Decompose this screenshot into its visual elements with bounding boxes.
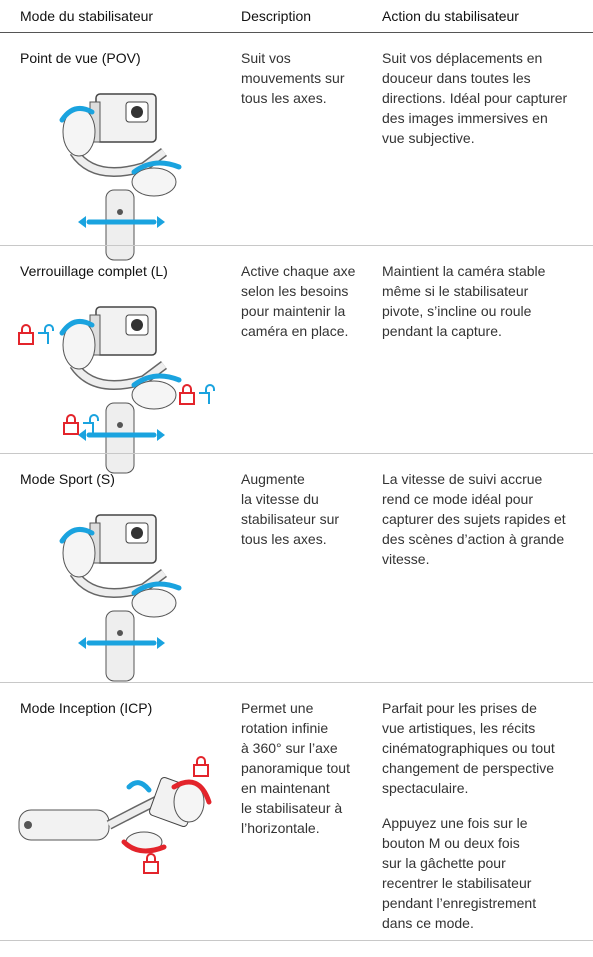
column-header: Mode du stabilisateur	[20, 8, 154, 24]
text-line: mouvements sur	[241, 70, 345, 86]
description: Suit vos mouvements sur tous les axes.	[241, 48, 381, 108]
mode-name: Mode Inception (ICP)	[20, 700, 153, 716]
action: Maintient la caméra stable même si le sta…	[382, 261, 593, 341]
text-line: douceur dans toutes les	[382, 70, 531, 86]
text-line: dans ce mode.	[382, 915, 474, 931]
text-line: vitesse.	[382, 551, 430, 567]
text-line: rotation infinie	[241, 720, 329, 736]
text-line: capturer des sujets rapides et	[382, 511, 566, 527]
text-line: selon les besoins	[241, 283, 349, 299]
gimbal-illustration	[18, 306, 215, 474]
mode-name: Point de vue (POV)	[20, 50, 141, 66]
column-header: Description	[241, 8, 312, 24]
text-line: spectaculaire.	[382, 780, 469, 796]
text-line: même si le stabilisateur	[382, 283, 529, 299]
row-rule	[0, 682, 593, 683]
text-line: l’horizontale.	[241, 820, 320, 836]
header-rule	[0, 32, 593, 33]
text-line: vue artistiques, les récits	[382, 720, 536, 736]
text-line: cinématographiques ou tout	[382, 740, 555, 756]
text-line: pour maintenir la	[241, 303, 346, 319]
text-line: pendant la capture.	[382, 323, 502, 339]
text-line: pendant l’enregistrement	[382, 895, 537, 911]
gimbal-illustration	[59, 93, 182, 261]
text-line: tous les axes.	[241, 90, 327, 106]
text-line: le stabilisateur à	[241, 800, 343, 816]
text-line: panoramique tout	[241, 760, 350, 776]
paragraph: Appuyez une fois sur le bouton M ou deux …	[382, 813, 593, 933]
text-line: des scènes d’action à grande	[382, 531, 565, 547]
text-line: à 360° sur l’axe	[241, 740, 338, 756]
row-rule	[0, 940, 593, 941]
gimbal-illustration	[59, 514, 182, 682]
text-line: Permet une	[241, 700, 314, 716]
text-line: Suit vos déplacements en	[382, 50, 543, 66]
mode-name: Verrouillage complet (L)	[20, 263, 168, 279]
text-line: stabilisateur sur	[241, 511, 340, 527]
description: Active chaque axe selon les besoins pour m…	[241, 261, 381, 341]
text-line: vue subjective.	[382, 130, 475, 146]
text-line: Appuyez une fois sur le	[382, 815, 528, 831]
description: Augmente la vitesse du stabilisateur sur to…	[241, 469, 381, 549]
text-line: la vitesse du	[241, 491, 319, 507]
text-line: tous les axes.	[241, 531, 327, 547]
paragraph: Maintient la caméra stable même si le sta…	[382, 261, 593, 341]
mode-name: Mode Sport (S)	[20, 471, 115, 487]
text-line: Parfait pour les prises de	[382, 700, 537, 716]
text-line: Augmente	[241, 471, 305, 487]
text-line: pivote, s’incline ou roule	[382, 303, 532, 319]
text-line: bouton M ou deux fois	[382, 835, 520, 851]
text-line: des images immersives en	[382, 110, 548, 126]
row-rule	[0, 453, 593, 454]
text-line: Active chaque axe	[241, 263, 356, 279]
row-rule	[0, 245, 593, 246]
text-line: caméra en place.	[241, 323, 349, 339]
action: La vitesse de suivi accrue rend ce mode i…	[382, 469, 593, 569]
text-line: Suit vos	[241, 50, 291, 66]
description: Permet une rotation infinie à 360° sur l’a…	[241, 698, 381, 838]
paragraph: Suit vos déplacements en douceur dans tou…	[382, 48, 593, 148]
text-line: rend ce mode idéal pour	[382, 491, 533, 507]
text-line: Maintient la caméra stable	[382, 263, 546, 279]
text-line: recentrer le stabilisateur	[382, 875, 532, 891]
column-header: Action du stabilisateur	[382, 8, 519, 24]
text-line: sur la gâchette pour	[382, 855, 506, 871]
text-line: changement de perspective	[382, 760, 554, 776]
gimbal-illustration	[18, 756, 212, 874]
action: Suit vos déplacements en douceur dans tou…	[382, 48, 593, 148]
action: Parfait pour les prises de vue artistique…	[382, 698, 593, 933]
paragraph: La vitesse de suivi accrue rend ce mode i…	[382, 469, 593, 569]
paragraph: Parfait pour les prises de vue artistique…	[382, 698, 593, 798]
text-line: en maintenant	[241, 780, 330, 796]
text-line: directions. Idéal pour capturer	[382, 90, 568, 106]
text-line: La vitesse de suivi accrue	[382, 471, 543, 487]
